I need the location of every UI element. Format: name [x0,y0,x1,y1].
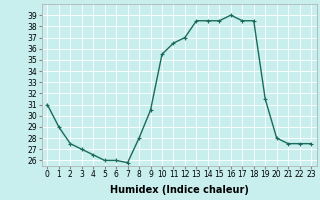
X-axis label: Humidex (Indice chaleur): Humidex (Indice chaleur) [110,185,249,195]
